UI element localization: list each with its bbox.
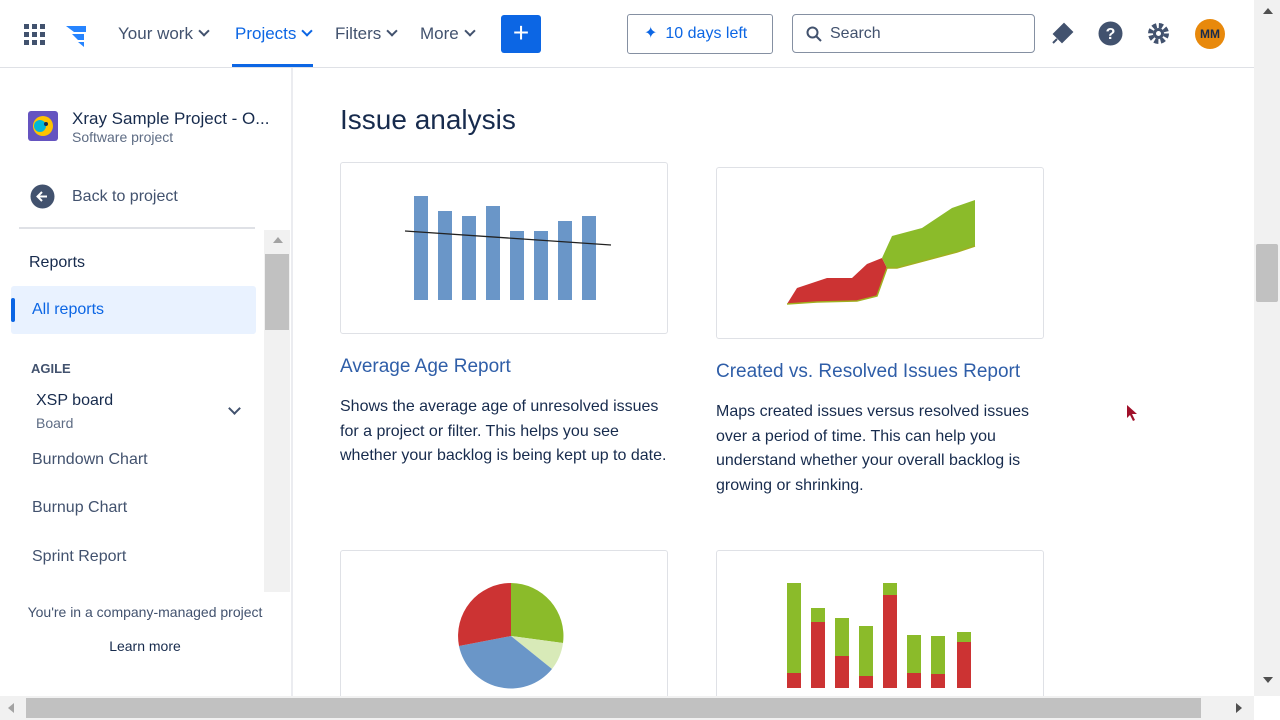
report-thumbnail[interactable] (716, 550, 1044, 702)
project-name[interactable]: Xray Sample Project - O... (72, 109, 270, 128)
app-switcher[interactable] (24, 24, 46, 46)
active-indicator (232, 64, 313, 67)
report-thumbnail[interactable] (716, 167, 1044, 339)
divider (19, 227, 255, 229)
avatar[interactable]: MM (1195, 19, 1225, 49)
vertical-scrollbar[interactable] (1254, 0, 1280, 696)
notifications[interactable] (1050, 22, 1074, 46)
expand-icon[interactable] (228, 402, 241, 415)
settings[interactable] (1146, 21, 1171, 46)
report-title[interactable]: Created vs. Resolved Issues Report (716, 361, 1021, 382)
report-link[interactable]: Sprint Report (32, 548, 127, 565)
report-description: Maps created issues versus resolved issu… (716, 403, 1030, 494)
svg-text:?: ? (1106, 26, 1116, 43)
back-link[interactable]: Back to project (72, 188, 178, 205)
jira-logo[interactable] (64, 22, 90, 48)
nav-item[interactable]: More (420, 24, 474, 44)
active-item[interactable]: All reports (11, 286, 256, 334)
thumbnail-image (404, 196, 612, 300)
active-label: All reports (32, 301, 105, 318)
learn-more[interactable]: Learn more (109, 638, 181, 654)
group-heading: AGILE (31, 361, 71, 376)
report-thumbnail[interactable] (340, 162, 668, 334)
report-description: Shows the average age of unresolved issu… (340, 398, 667, 464)
thumbnail-image (787, 583, 971, 688)
nav-item[interactable]: Your work (118, 24, 208, 44)
search-box[interactable]: Search (792, 14, 1035, 53)
report-title[interactable]: Average Age Report (340, 356, 511, 377)
create-button[interactable]: + (501, 15, 541, 53)
report-thumbnail[interactable] (340, 550, 668, 702)
back-icon[interactable] (30, 184, 55, 209)
help[interactable]: ? (1098, 21, 1123, 46)
trial-button[interactable]: ✦ 10 days left (627, 14, 773, 54)
report-link[interactable]: Burnup Chart (32, 499, 128, 516)
nav-item[interactable]: Filters (335, 24, 396, 44)
nav-item[interactable]: Projects (235, 24, 311, 44)
thumbnail-image (786, 200, 976, 305)
thumbnail-image (458, 583, 564, 689)
footer-note: You're in a company-managed project (27, 604, 263, 620)
sidebar: Xray Sample Project - O... Software proj… (0, 68, 293, 696)
report-link[interactable]: Burndown Chart (32, 451, 148, 468)
section-heading: Reports (29, 254, 86, 271)
heading: Issue analysis (340, 104, 516, 135)
project-avatar (28, 111, 58, 141)
sidebar-scrollbar[interactable] (264, 230, 290, 592)
trial-label: 10 days left (665, 25, 748, 42)
top-nav: Your work Projects Filters More + ✦ 10 da… (0, 0, 1254, 68)
board-name[interactable]: XSP board (36, 392, 114, 409)
cursor (1127, 405, 1137, 421)
search-placeholder: Search (830, 25, 881, 42)
horizontal-scrollbar[interactable] (0, 696, 1254, 720)
project-type: Software project (72, 129, 174, 145)
board-type: Board (36, 415, 74, 431)
